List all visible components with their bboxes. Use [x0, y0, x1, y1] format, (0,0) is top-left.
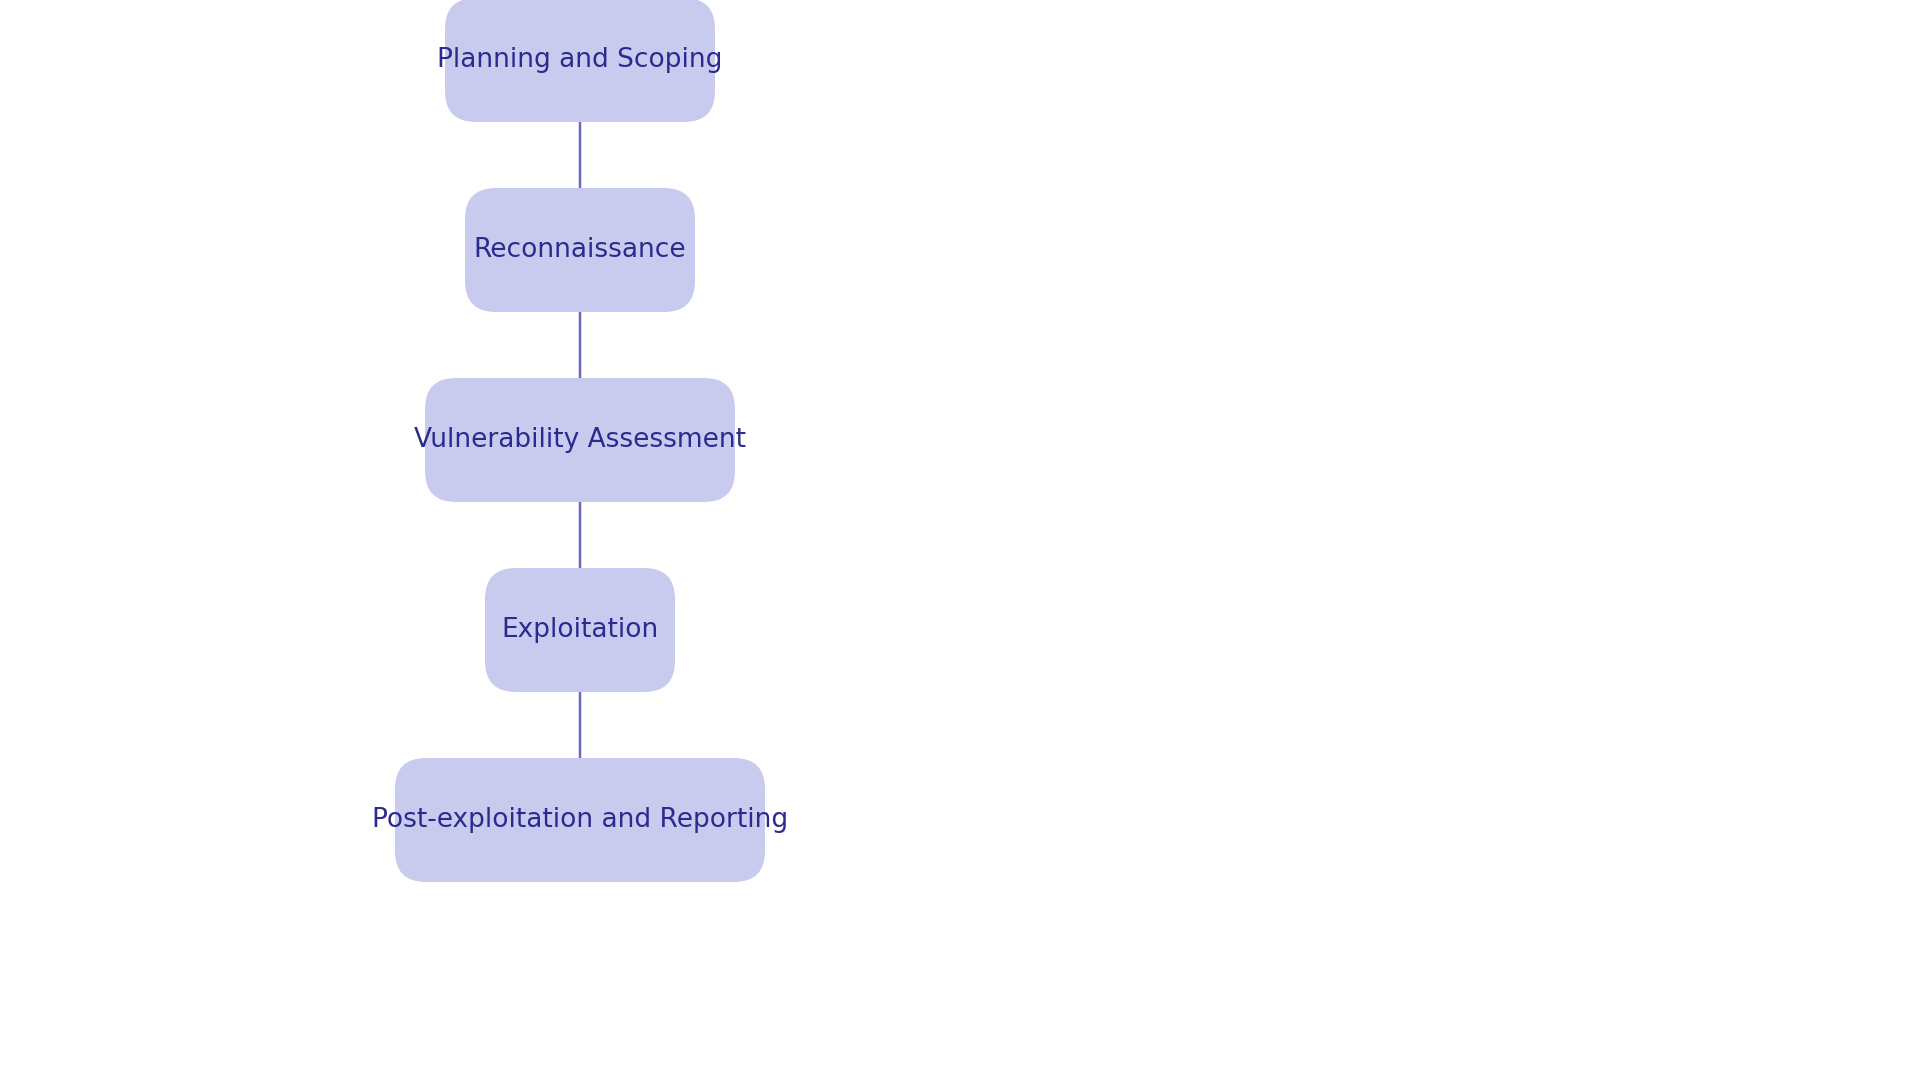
FancyBboxPatch shape	[486, 568, 676, 692]
FancyBboxPatch shape	[424, 378, 735, 502]
Text: Exploitation: Exploitation	[501, 617, 659, 643]
FancyBboxPatch shape	[445, 0, 714, 122]
Text: Planning and Scoping: Planning and Scoping	[438, 48, 722, 73]
Text: Post-exploitation and Reporting: Post-exploitation and Reporting	[372, 807, 787, 833]
FancyBboxPatch shape	[465, 188, 695, 312]
Text: Vulnerability Assessment: Vulnerability Assessment	[415, 427, 747, 453]
Text: Reconnaissance: Reconnaissance	[474, 237, 685, 264]
FancyBboxPatch shape	[396, 758, 764, 882]
